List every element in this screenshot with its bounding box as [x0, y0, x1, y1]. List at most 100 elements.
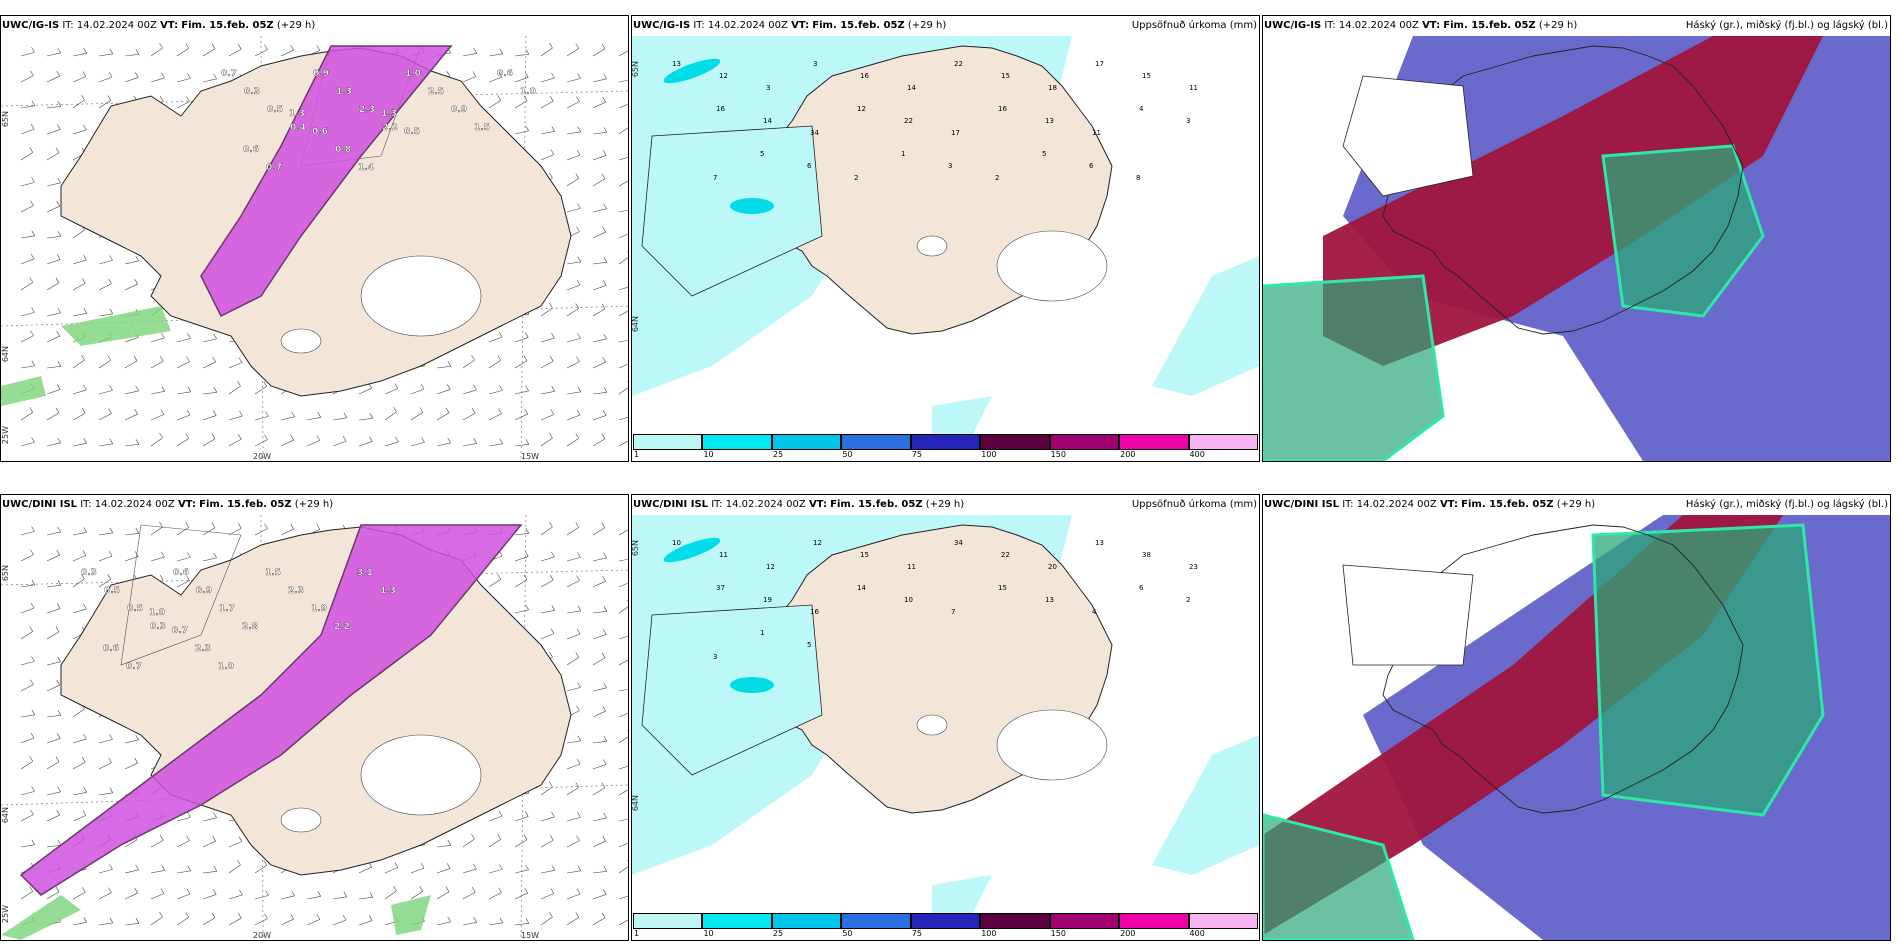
map-area: 13 12 3 3 16 14 22 15 18 17 15 11 16 14 34 12 22 17 16 13 11…	[632, 36, 1259, 461]
lead-time: (+29 h)	[925, 499, 965, 510]
precip-value-label: 6	[1089, 162, 1094, 170]
precip-value-label: 0.6	[312, 127, 328, 137]
precip-core	[730, 198, 774, 214]
precip-value-label: 1.3	[380, 586, 396, 596]
colorbar-swatch	[910, 434, 981, 450]
map-area: 0.3 0.5 0.5 0.3 0.6 0.9 1.7 2.8 1.5 2.3 1.9 2.2 3.1 1…	[1, 515, 628, 940]
cloud-low-layer	[1263, 274, 1445, 461]
vt-value: Fim. 15.feb. 05Z	[199, 499, 292, 510]
precip-core	[663, 537, 721, 563]
it-value: 14.02.2024 00Z	[1356, 499, 1437, 510]
panel-header: UWC/DINI ISL IT: 14.02.2024 00Z VT: Fim.…	[632, 495, 1259, 515]
colorbar-tick-label: 400	[1189, 929, 1205, 938]
colorbar-swatch	[702, 434, 772, 450]
colorbar-tick-label: 25	[772, 450, 784, 459]
precip-value-label: 22	[954, 60, 963, 68]
it-label: IT:	[80, 499, 92, 510]
panel-header: UWC/IG-IS IT: 14.02.2024 00Z VT: Fim. 15…	[1263, 16, 1890, 36]
precip-value-label: 2.5	[428, 87, 444, 97]
colorbar-swatch	[1049, 913, 1120, 929]
precip-value-label: 11	[1189, 84, 1198, 92]
colorbar-swatch	[633, 913, 703, 929]
colorbar-swatch	[702, 913, 772, 929]
colorbar-swatch	[910, 913, 981, 929]
precip-value-label: 1.7	[219, 604, 235, 614]
glacier	[916, 714, 948, 736]
map-panel: UWC/DINI ISL IT: 14.02.2024 00Z VT: Fim.…	[0, 494, 629, 941]
precip-value-label: 0.9	[313, 69, 329, 79]
precip-value-label: 20	[1048, 563, 1057, 571]
lead-time: (+29 h)	[1538, 20, 1578, 31]
precip-value-label: 17	[1095, 60, 1104, 68]
precip-value-label: 15	[1142, 72, 1151, 80]
precip-value-label: 5	[1042, 150, 1046, 158]
glacier	[996, 709, 1108, 781]
it-label: IT:	[1324, 20, 1336, 31]
precip-value-label: 2	[995, 174, 999, 182]
precip-value-label: 0.6	[243, 145, 259, 155]
iceland-coastline	[1382, 45, 1744, 335]
precip-field	[932, 875, 992, 925]
colorbar-tick-label: 50	[842, 450, 853, 459]
precip-value-label: 10	[672, 539, 681, 547]
precip-value-label: 11	[1092, 129, 1101, 137]
colorbar-tick-label: 50	[842, 929, 853, 938]
it-value: 14.02.2024 00Z	[94, 499, 175, 510]
lon-label-right: 15W	[521, 931, 540, 940]
precip-value-label: 34	[954, 539, 963, 547]
colorbar-swatch	[771, 913, 842, 929]
precip-value-label: 4	[1139, 105, 1144, 113]
precip-value-label: 1.0	[520, 87, 536, 97]
precip-value-label: 0.7	[172, 626, 188, 636]
panel-header: UWC/DINI ISL IT: 14.02.2024 00Z VT: Fim.…	[1, 495, 628, 515]
precip-value-label: 3	[766, 84, 770, 92]
lon-label-mid: 20W	[253, 931, 272, 940]
precip-value-label: 7	[713, 174, 717, 182]
vt-label: VT:	[1422, 20, 1441, 31]
cloud-high-layer	[1323, 36, 1823, 366]
lon-label-left: 25W	[1, 905, 10, 924]
precip-value-label: 17	[951, 129, 960, 137]
lat-label-top: 65N	[631, 540, 640, 557]
colorbar-tick-label: 1	[634, 450, 640, 459]
colorbar-swatch	[980, 913, 1050, 929]
map-title: Uppsöfnuð úrkoma (mm)	[1131, 20, 1257, 31]
panel-header: UWC/IG-IS IT: 14.02.2024 00Z VT: Fim. 15…	[632, 16, 1259, 36]
cloud-low-layer	[1601, 144, 1765, 318]
precip-value-label: 0.3	[150, 622, 166, 632]
precip-value-label: 0.3	[244, 87, 260, 97]
precip-value-label: 1.3	[381, 109, 397, 119]
vt-value: Fim. 15.feb. 05Z	[181, 20, 274, 31]
colorbar-swatch	[771, 434, 842, 450]
it-label: IT:	[1342, 499, 1354, 510]
precip-value-label: 14	[857, 584, 866, 592]
precip-value-label: 16	[716, 105, 725, 113]
precip-value-label: 38	[1142, 551, 1151, 559]
precip-value-label: 11	[719, 551, 728, 559]
iceland-coastline	[1382, 524, 1744, 814]
precip-value-labels: 0.3 0.5 0.5 0.3 0.6 0.9 1.7 2.8 1.5 2.3 1.9 2.2 3.1 1…	[81, 568, 396, 672]
glacier	[360, 255, 482, 337]
precip-value-label: 0.5	[404, 127, 420, 137]
precip-value-label: 0.9	[196, 586, 212, 596]
precip-value-labels: 1312331614221518171511161434122217161311…	[672, 60, 1198, 182]
westfjords-clear	[1342, 564, 1474, 666]
map-area	[1263, 36, 1890, 461]
precip-value-label: 2.8	[242, 622, 258, 632]
precip-value-label: 14	[907, 84, 916, 92]
precip-value-label: 18	[1048, 84, 1057, 92]
colorbar-tick-label: 200	[1120, 450, 1136, 459]
precip-value-label: 14	[763, 117, 772, 125]
precip-value-label: 1.5	[265, 568, 281, 578]
panel-header: UWC/IG-IS IT: 14.02.2024 00Z VT: Fim. 15…	[1, 16, 628, 36]
precip-band	[200, 45, 453, 318]
precip-value-label: 22	[904, 117, 913, 125]
it-value: 14.02.2024 00Z	[1338, 20, 1419, 31]
precip-value-label: 0.7	[266, 163, 282, 173]
colorbar-swatch	[841, 434, 911, 450]
it-value: 14.02.2024 00Z	[725, 499, 806, 510]
precip-value-label: 1	[901, 150, 905, 158]
precip-value-label: 13	[1095, 539, 1104, 547]
vt-label: VT:	[791, 20, 810, 31]
precip-value-label: 12	[857, 105, 866, 113]
